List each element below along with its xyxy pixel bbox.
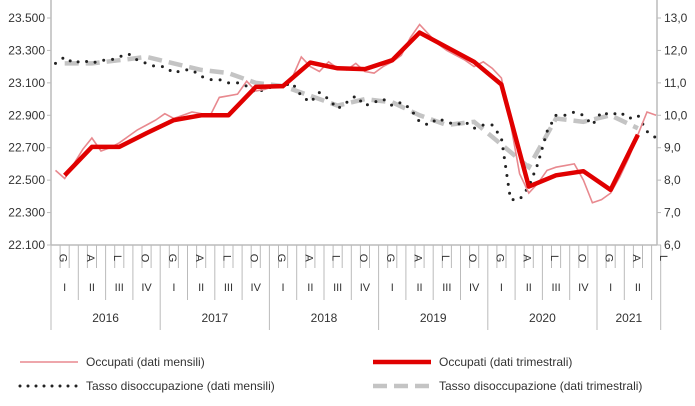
quarter-label: II bbox=[307, 282, 313, 294]
month-label: L bbox=[439, 255, 451, 261]
month-label: L bbox=[220, 255, 232, 261]
quarter-label: III bbox=[442, 282, 451, 294]
month-label: A bbox=[193, 254, 205, 262]
axes: 22.100 22.300 22.500 22.700 22.900 23.100 23.3… bbox=[8, 0, 688, 330]
quarter-label: IV bbox=[578, 282, 589, 294]
right-tick-label: 11,0 bbox=[664, 76, 687, 90]
legend: Occupati (dati mensili) Occupati (dati tr… bbox=[18, 355, 642, 393]
quarter-label: I bbox=[282, 282, 285, 294]
right-tick-label: 6,0 bbox=[664, 238, 681, 252]
month-label: A bbox=[411, 254, 423, 262]
quarter-label: II bbox=[89, 282, 95, 294]
quarter-label: IV bbox=[141, 282, 152, 294]
right-tick-label: 12,0 bbox=[664, 43, 688, 57]
left-tick-label: 22.100 bbox=[8, 238, 45, 252]
quarter-label: II bbox=[198, 282, 204, 294]
quarter-label: II bbox=[416, 282, 422, 294]
series-line-occupati-mensili bbox=[54, 23, 657, 204]
left-tick-label: 23.300 bbox=[8, 43, 45, 57]
right-tick-label: 9,0 bbox=[664, 141, 681, 155]
month-label: A bbox=[630, 254, 642, 262]
year-label: 2016 bbox=[92, 311, 119, 325]
quarter-label: IV bbox=[360, 282, 371, 294]
month-label: G bbox=[57, 254, 69, 263]
month-label: O bbox=[357, 254, 369, 263]
right-tick-label: 7,0 bbox=[664, 206, 681, 220]
series-line-disoccupazione-trimestrali bbox=[64, 54, 639, 171]
quarter-label: I bbox=[391, 282, 394, 294]
quarter-label: III bbox=[333, 282, 342, 294]
month-label: G bbox=[384, 254, 396, 263]
legend-label: Occupati (dati trimestrali) bbox=[439, 355, 572, 369]
quarter-label: I bbox=[500, 282, 503, 294]
right-tick-label: 13,0 bbox=[664, 11, 688, 25]
year-label: 2020 bbox=[529, 311, 556, 325]
quarter-label: III bbox=[115, 282, 124, 294]
month-label: A bbox=[84, 254, 96, 262]
quarter-label: I bbox=[172, 282, 175, 294]
quarter-label: I bbox=[609, 282, 612, 294]
quarter-label: II bbox=[526, 282, 532, 294]
month-label: O bbox=[575, 254, 587, 263]
month-label: L bbox=[111, 255, 123, 261]
year-label: 2018 bbox=[311, 311, 338, 325]
left-tick-label: 22.900 bbox=[8, 108, 45, 122]
left-tick-label: 23.500 bbox=[8, 11, 45, 25]
legend-label: Tasso disoccupazione (dati trimestrali) bbox=[439, 379, 642, 393]
month-label: G bbox=[603, 254, 615, 263]
quarter-label: III bbox=[551, 282, 560, 294]
plot-area bbox=[54, 23, 658, 204]
quarter-label: II bbox=[635, 282, 641, 294]
left-tick-label: 23.100 bbox=[8, 76, 45, 90]
month-label: L bbox=[657, 255, 669, 261]
month-label: A bbox=[521, 254, 533, 262]
year-label: 2017 bbox=[201, 311, 228, 325]
legend-label: Occupati (dati mensili) bbox=[86, 355, 205, 369]
month-label: O bbox=[466, 254, 478, 263]
month-label: G bbox=[493, 254, 505, 263]
month-label: O bbox=[138, 254, 150, 263]
quarter-label: IV bbox=[251, 282, 262, 294]
right-tick-label: 10,0 bbox=[664, 108, 688, 122]
legend-label: Tasso disoccupazione (dati mensili) bbox=[86, 379, 275, 393]
month-label: A bbox=[302, 254, 314, 262]
month-label: O bbox=[248, 254, 260, 263]
right-tick-label: 8,0 bbox=[664, 173, 681, 187]
series-line-disoccupazione-mensili bbox=[54, 52, 658, 202]
month-label: G bbox=[275, 254, 287, 263]
year-label: 2019 bbox=[420, 311, 447, 325]
quarter-label: III bbox=[224, 282, 233, 294]
quarter-label: I bbox=[63, 282, 66, 294]
quarter-label: IV bbox=[469, 282, 480, 294]
month-label: L bbox=[330, 255, 342, 261]
series-line-occupati-trimestrali bbox=[63, 30, 640, 193]
month-label: L bbox=[548, 255, 560, 261]
month-label: G bbox=[166, 254, 178, 263]
left-tick-label: 22.300 bbox=[8, 206, 45, 220]
left-tick-label: 22.500 bbox=[8, 173, 45, 187]
year-label: 2021 bbox=[615, 311, 642, 325]
left-tick-label: 22.700 bbox=[8, 141, 45, 155]
